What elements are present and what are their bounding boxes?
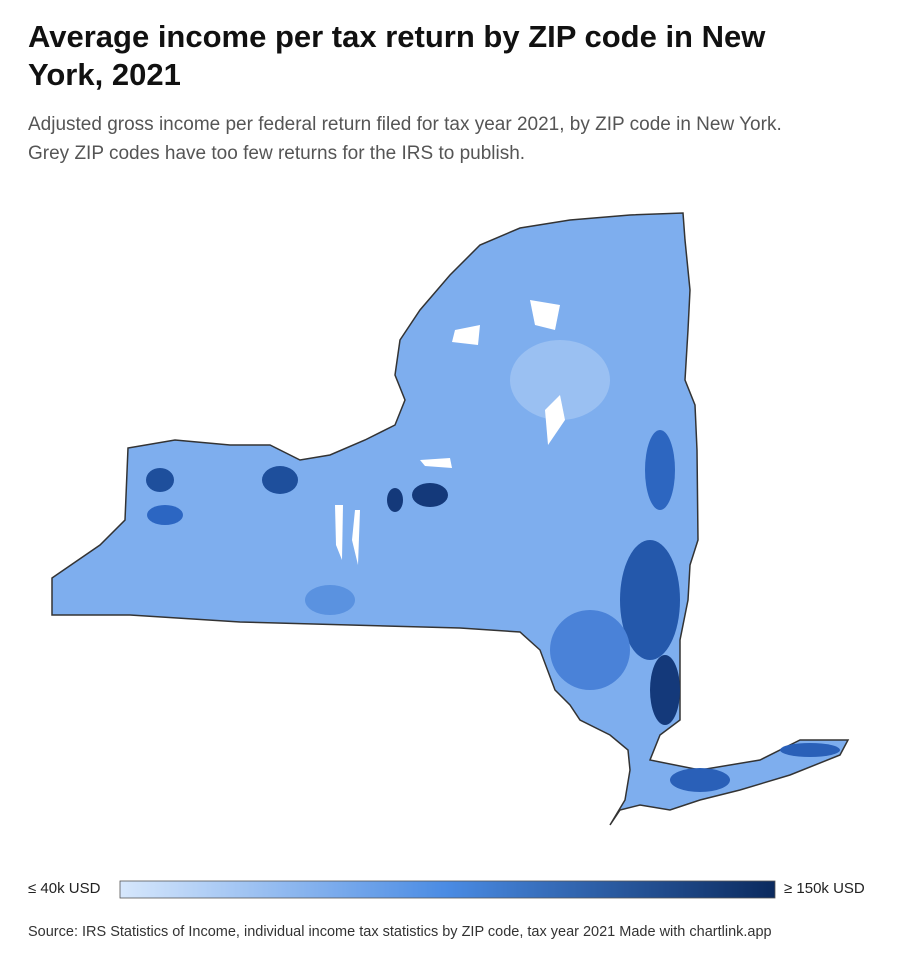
subtitle: Adjusted gross income per federal return… [28,110,888,168]
legend-min: ≤ 40k USD [28,880,101,897]
zip-regions [146,300,840,792]
subtitle-line: Grey ZIP codes have too few returns for … [28,143,526,164]
legend-gradient [119,880,776,899]
legend-max: ≥ 150k USD [784,880,865,897]
state-outline [51,212,850,826]
subtitle-line: Adjusted gross income per federal return… [28,114,782,135]
source: Source: IRS Statistics of Income, indivi… [28,924,772,940]
title: Average income per tax return by ZIP cod… [28,19,766,92]
